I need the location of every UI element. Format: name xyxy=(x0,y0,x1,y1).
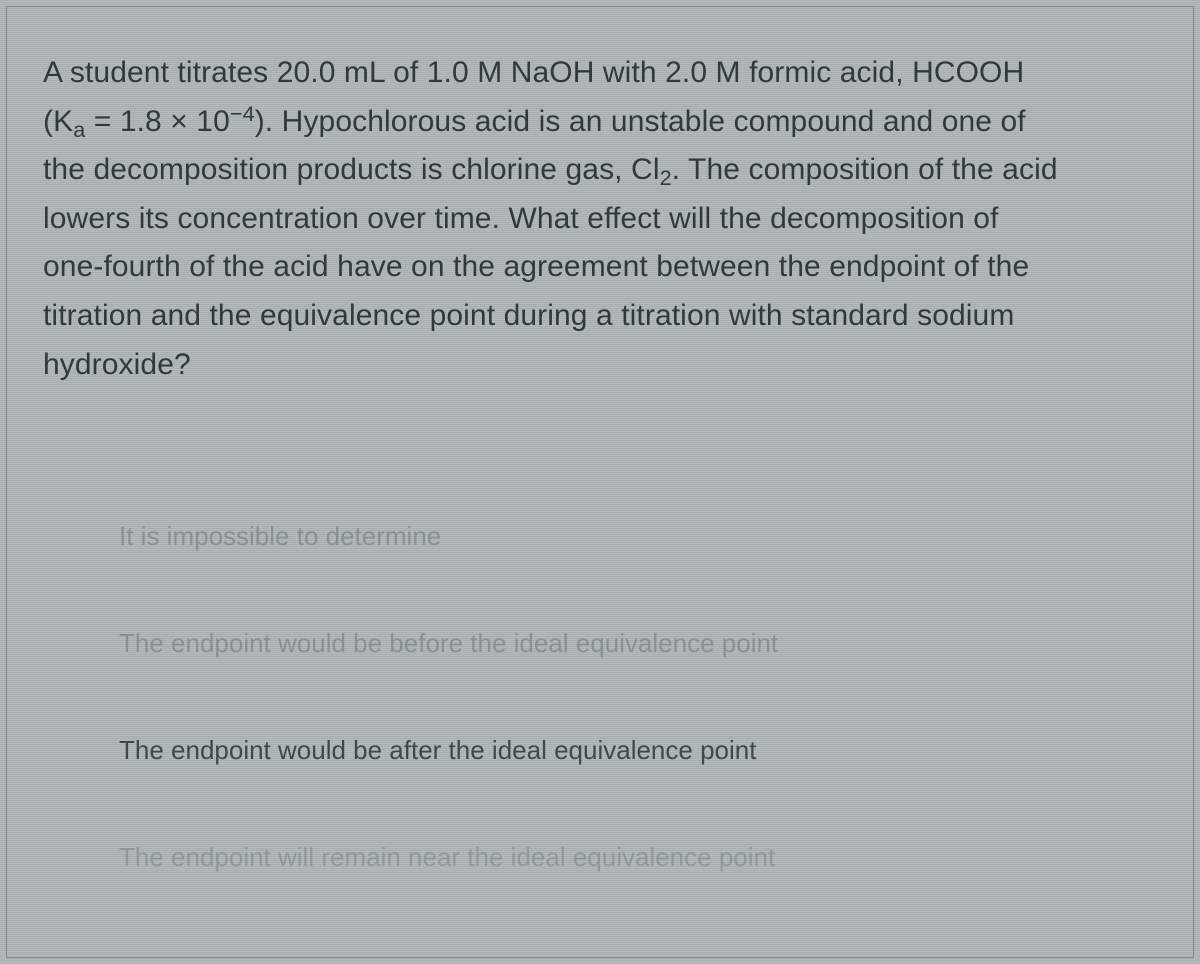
answer-choice-4[interactable]: The endpoint will remain near the ideal … xyxy=(119,840,1157,875)
question-line-5: one-fourth of the acid have on the agree… xyxy=(43,250,1029,283)
question-line-7: hydroxide? xyxy=(43,348,191,381)
question-line-3a: the decomposition products is chlorine g… xyxy=(43,153,660,186)
ka-subscript: a xyxy=(73,117,85,142)
answer-text: The endpoint will remain near the ideal … xyxy=(119,842,775,872)
question-line-1: A student titrates 20.0 mL of 1.0 M NaOH… xyxy=(43,56,1024,89)
answer-choice-1[interactable]: It is impossible to determine xyxy=(119,519,1157,554)
answer-choices: It is impossible to determine The endpoi… xyxy=(43,519,1157,875)
ka-open: (K xyxy=(43,105,73,138)
question-stem: A student titrates 20.0 mL of 1.0 M NaOH… xyxy=(43,49,1157,389)
question-line-3b: . The composition of the acid xyxy=(672,153,1058,186)
answer-choice-3[interactable]: The endpoint would be after the ideal eq… xyxy=(119,733,1157,768)
ka-exponent: −4 xyxy=(230,101,255,126)
question-line-4: lowers its concentration over time. What… xyxy=(43,202,999,235)
answer-text: The endpoint would be after the ideal eq… xyxy=(119,735,756,765)
cl-subscript: 2 xyxy=(660,165,672,190)
answer-text: It is impossible to determine xyxy=(119,521,441,551)
ka-close: ). Hypochlorous acid is an unstable comp… xyxy=(255,105,1026,138)
ka-mid: = 1.8 × 10 xyxy=(85,105,230,138)
answer-text: The endpoint would be before the ideal e… xyxy=(119,628,778,658)
question-card: A student titrates 20.0 mL of 1.0 M NaOH… xyxy=(6,6,1194,958)
answer-choice-2[interactable]: The endpoint would be before the ideal e… xyxy=(119,626,1157,661)
question-line-6: titration and the equivalence point duri… xyxy=(43,299,1014,332)
